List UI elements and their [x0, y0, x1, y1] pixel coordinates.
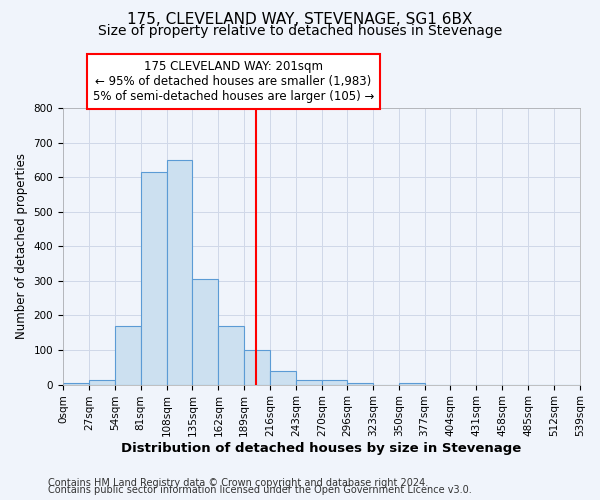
Text: 175 CLEVELAND WAY: 201sqm
← 95% of detached houses are smaller (1,983)
5% of sem: 175 CLEVELAND WAY: 201sqm ← 95% of detac… [93, 60, 374, 102]
Bar [167, 160, 193, 384]
Bar [322, 380, 347, 384]
X-axis label: Distribution of detached houses by size in Stevenage: Distribution of detached houses by size … [121, 442, 521, 455]
Bar [347, 383, 373, 384]
Text: 175, CLEVELAND WAY, STEVENAGE, SG1 6BX: 175, CLEVELAND WAY, STEVENAGE, SG1 6BX [127, 12, 473, 28]
Bar [398, 383, 425, 384]
Bar [193, 279, 218, 384]
Bar [218, 326, 244, 384]
Text: Contains public sector information licensed under the Open Government Licence v3: Contains public sector information licen… [48, 485, 472, 495]
Bar [270, 371, 296, 384]
Text: Contains HM Land Registry data © Crown copyright and database right 2024.: Contains HM Land Registry data © Crown c… [48, 478, 428, 488]
Text: Size of property relative to detached houses in Stevenage: Size of property relative to detached ho… [98, 24, 502, 38]
Bar [244, 350, 270, 384]
Bar [140, 172, 167, 384]
Bar [296, 380, 322, 384]
Y-axis label: Number of detached properties: Number of detached properties [15, 154, 28, 340]
Bar [89, 380, 115, 384]
Bar [115, 326, 140, 384]
Bar [63, 383, 89, 384]
